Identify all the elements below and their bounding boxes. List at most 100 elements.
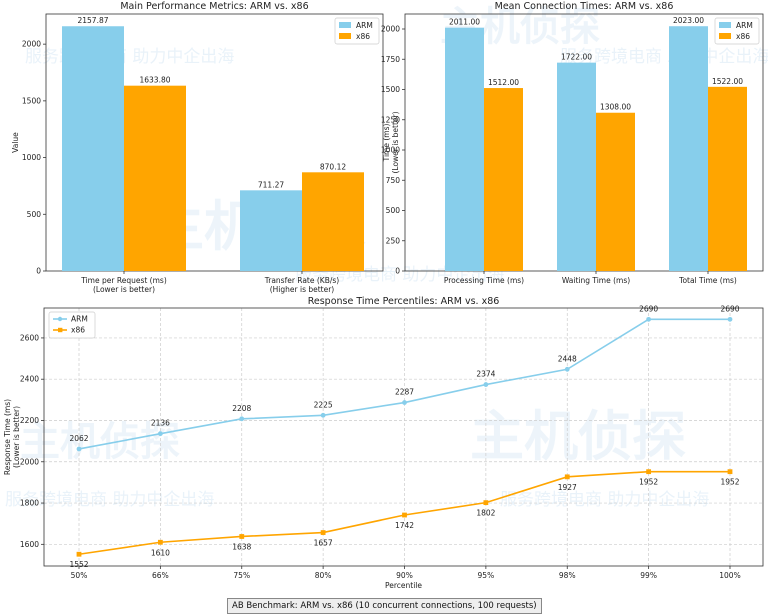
y-axis-label-text: Response Time (ms)(Lower is better) — [3, 399, 21, 475]
legend-swatch-x86 — [719, 33, 731, 39]
data-label: 2011.00 — [449, 18, 480, 27]
x-tick-label: 80% — [315, 571, 332, 580]
legend-swatch-arm — [719, 22, 731, 28]
y-tick-label: 1750 — [381, 55, 400, 64]
legend-label-arm: ARM — [356, 21, 373, 30]
legend-label-arm: ARM — [736, 21, 753, 30]
data-label: 1722.00 — [561, 53, 592, 62]
x-tick-label: Time per Request (ms) (Lower is better) — [80, 276, 167, 294]
watermark-slogan: 服务跨境电商 助力中企出海 — [5, 490, 214, 510]
data-label: 1927 — [558, 483, 577, 492]
y-tick-label: 1800 — [20, 499, 39, 508]
bar-arm — [240, 190, 302, 271]
legend-label-x86: x86 — [71, 326, 85, 335]
y-tick-label: 1250 — [381, 115, 400, 124]
data-point-arm — [320, 412, 326, 418]
bar-arm — [557, 62, 596, 272]
data-point-x86 — [646, 469, 652, 475]
data-label: 2690 — [639, 304, 658, 313]
data-point-x86 — [320, 530, 326, 535]
y-tick-label: 2000 — [22, 40, 41, 49]
data-point-arm — [727, 316, 733, 322]
y-axis-label: Time (ms)(Lower is better) — [382, 111, 400, 173]
bar-x86 — [484, 88, 523, 272]
data-label: 1952 — [639, 478, 658, 487]
watermark-brand: 主机侦探 — [20, 419, 180, 465]
data-label: 1657 — [314, 539, 333, 548]
y-tick-label: 500 — [386, 206, 401, 215]
data-label: 2690 — [720, 304, 739, 313]
legend-label-arm: ARM — [71, 315, 88, 324]
legend-marker-arm — [57, 316, 63, 322]
data-label: 1522.00 — [712, 77, 743, 86]
y-axis-label-text: Time (ms)(Lower is better) — [382, 111, 400, 173]
data-label: 1952 — [720, 478, 739, 487]
data-point-x86 — [402, 512, 407, 518]
data-label: 2062 — [69, 434, 88, 443]
data-label: 870.12 — [320, 162, 346, 171]
data-label: 2225 — [314, 400, 333, 409]
x-tick-label: Processing Time (ms) — [444, 276, 524, 285]
data-label: 1552 — [69, 560, 88, 569]
data-label: 2287 — [395, 388, 414, 397]
x-tick-label: 98% — [559, 571, 576, 580]
main-performance-chart: Main Performance Metrics: ARM vs. x86 0 50… — [11, 1, 384, 294]
percentile-line-chart: Response Time Percentiles: ARM vs. x86 16… — [3, 296, 764, 590]
y-axis-label-text-line: Time (ms) — [382, 124, 391, 163]
data-point-arm — [76, 446, 82, 452]
data-label: 2157.87 — [77, 16, 108, 25]
data-label: 1633.80 — [139, 76, 170, 85]
y-tick-label: 2000 — [20, 457, 39, 466]
data-label: 2023.00 — [673, 16, 704, 25]
data-label: 1742 — [395, 521, 414, 530]
bar-arm — [445, 27, 484, 271]
y-tick-label: 2000 — [381, 25, 400, 34]
legend-swatch-arm — [339, 22, 351, 28]
y-tick-label: 1000 — [22, 153, 41, 162]
bar-arm — [669, 26, 708, 271]
x-tick-label-line: (Lower is better) — [93, 285, 155, 294]
y-tick-label: 1500 — [381, 85, 400, 94]
data-label: 2374 — [476, 370, 495, 379]
footer-caption: AB Benchmark: ARM vs. x86 (10 concurrent… — [227, 598, 542, 614]
data-point-x86 — [76, 551, 82, 557]
bar-x86 — [302, 172, 364, 271]
x-tick-label: Waiting Time (ms) — [562, 276, 630, 285]
y-tick-label: 1500 — [22, 96, 41, 105]
plot-frame — [43, 307, 764, 567]
y-tick-label: 2200 — [20, 416, 39, 425]
data-point-x86 — [483, 500, 489, 506]
data-point-x86 — [239, 534, 245, 539]
data-point-arm — [157, 431, 163, 437]
y-tick-label: 750 — [386, 176, 401, 185]
connection-times-chart: Mean Connection Times: ARM vs. x86 0 250 50… — [381, 1, 764, 285]
y-tick-label: 2400 — [20, 375, 39, 384]
watermark-brand: 主机侦探 — [470, 405, 686, 468]
plot-frame — [45, 13, 384, 272]
legend-marker-x86 — [58, 327, 63, 333]
bar-arm — [62, 26, 124, 272]
y-tick-label: 0 — [395, 267, 400, 276]
data-label: 1308.00 — [600, 103, 631, 112]
data-label: 1638 — [232, 542, 251, 551]
x-tick-label-line: (Higher is better) — [270, 285, 335, 294]
y-tick-label: 250 — [386, 236, 401, 245]
data-label: 2136 — [151, 419, 170, 428]
x-tick-label: 90% — [396, 571, 413, 580]
x-tick-label: Total Time (ms) — [678, 276, 737, 285]
data-point-arm — [483, 382, 489, 387]
data-point-x86 — [157, 539, 163, 545]
watermark-slogan: 服务跨境电商 助力中企出海 — [500, 490, 709, 510]
x-tick-label-line: Time per Request (ms) — [80, 276, 167, 285]
data-label: 2448 — [558, 354, 577, 363]
legend-swatch-x86 — [339, 33, 351, 39]
x-tick-label: 99% — [640, 571, 657, 580]
data-point-x86 — [727, 469, 733, 475]
data-point-x86 — [564, 474, 570, 480]
y-axis-label-text-line: (Lower is better) — [391, 111, 400, 173]
x-tick-label: 66% — [152, 571, 169, 580]
data-label: 2208 — [232, 404, 251, 413]
data-point-arm — [646, 316, 652, 322]
data-point-arm — [402, 400, 407, 405]
y-tick-label: 1000 — [381, 146, 400, 155]
